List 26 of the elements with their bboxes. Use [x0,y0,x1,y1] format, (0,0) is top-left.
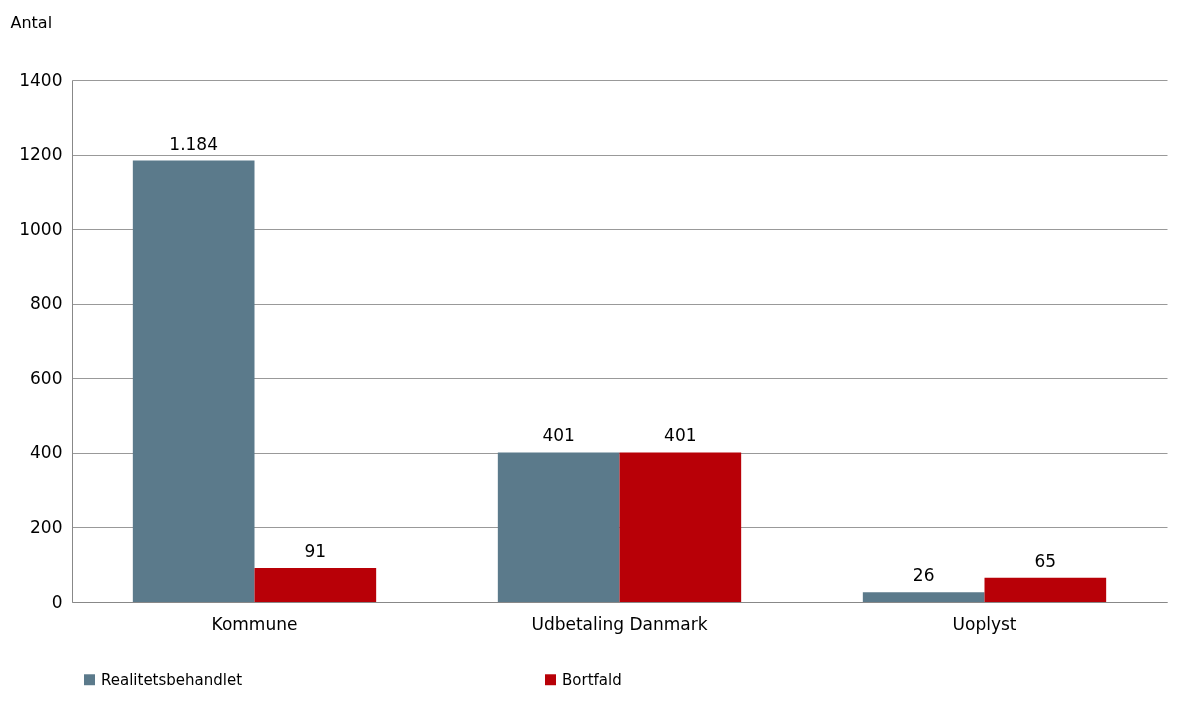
x-tick-label: Kommune [211,613,298,634]
y-tick-label: 600 [30,367,63,388]
data-label: 65 [1034,550,1057,571]
data-label: 1.184 [169,133,218,154]
data-label: 26 [912,565,935,586]
y-tick-label: 400 [30,442,63,463]
data-label: 401 [664,425,697,446]
y-axis-title: Antal [10,12,53,32]
y-tick-label: 1200 [19,144,63,165]
y-tick-label: 1400 [19,69,63,90]
bar [619,452,742,602]
bar [862,592,985,602]
y-tick-label: 200 [30,516,63,537]
x-tick-label: Udbetaling Danmark [531,613,708,634]
data-label: 91 [304,541,327,562]
y-tick-label: 1000 [19,218,63,239]
data-label: 401 [542,425,575,446]
bar [132,160,255,602]
bar [984,577,1107,602]
legend-label: Bortfald [562,670,622,689]
legend-label: Realitetsbehandlet [101,670,243,689]
y-tick-label: 800 [30,293,63,314]
bar [254,568,377,602]
bar [497,452,620,602]
y-tick-label: 0 [51,591,63,612]
x-tick-label: Uoplyst [952,613,1017,634]
